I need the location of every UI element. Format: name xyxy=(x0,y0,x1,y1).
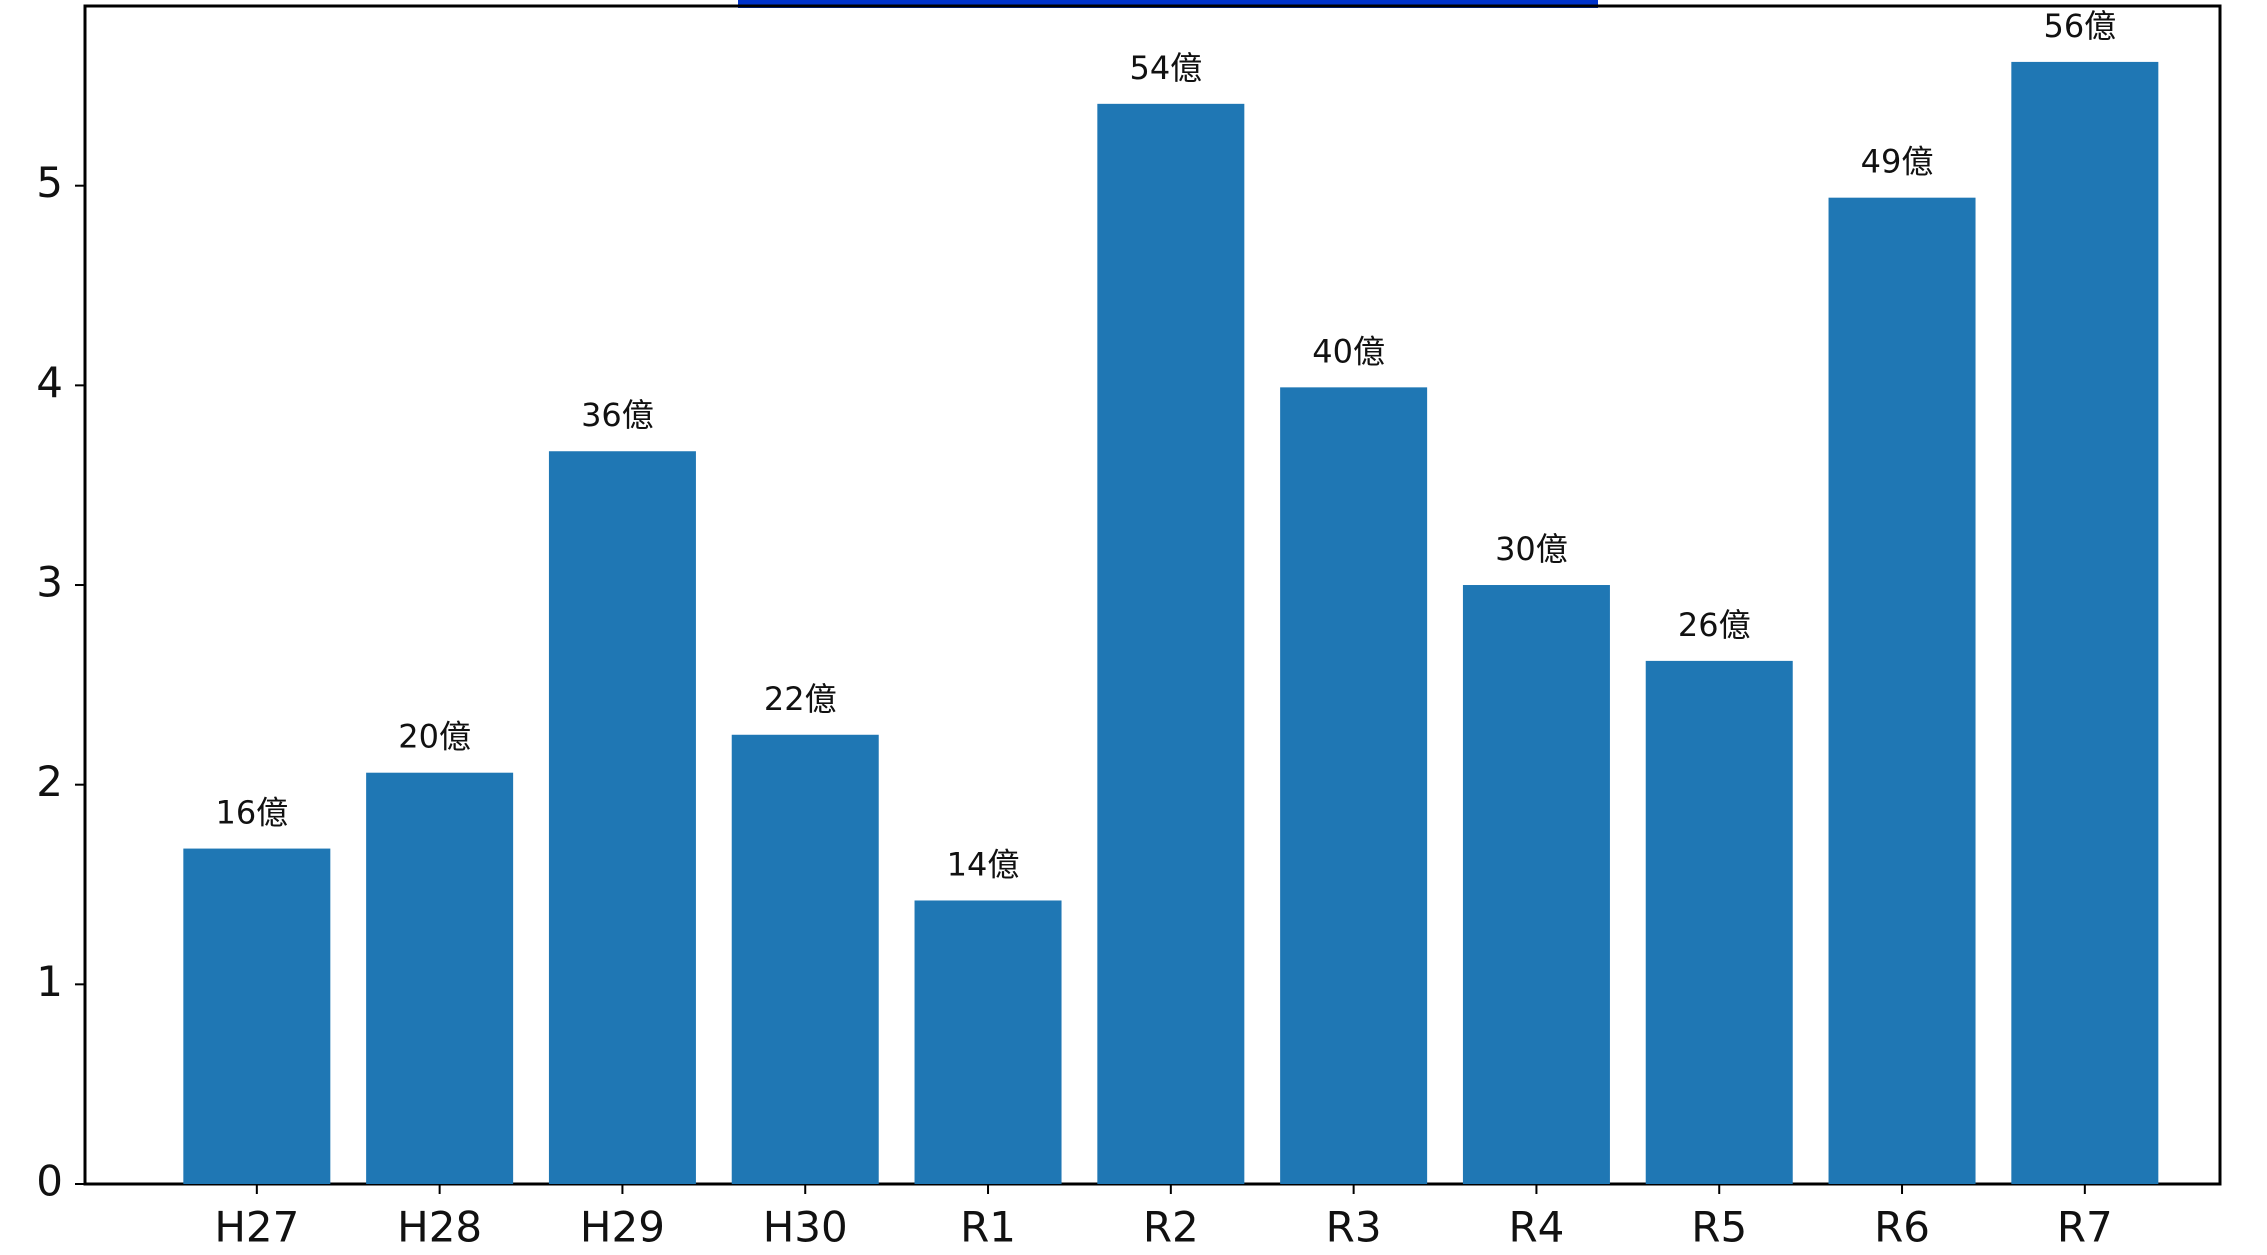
x-tick-label: R6 xyxy=(1874,1203,1930,1252)
y-tick-label: 5 xyxy=(36,158,63,207)
value-label: 40億 xyxy=(1312,332,1385,370)
value-label: 30億 xyxy=(1495,530,1568,568)
bar xyxy=(1462,585,1610,1184)
header-strip xyxy=(738,0,1598,8)
x-tick-label: R7 xyxy=(2057,1203,2113,1252)
value-label: 20億 xyxy=(398,718,471,756)
value-label: 36億 xyxy=(581,396,654,434)
y-tick-label: 1 xyxy=(36,957,63,1006)
value-label: 54億 xyxy=(1129,49,1202,87)
y-tick-label: 2 xyxy=(36,757,63,806)
x-tick-label: R4 xyxy=(1508,1203,1564,1252)
value-label: 22億 xyxy=(764,680,837,718)
x-tick-label: R1 xyxy=(960,1203,1016,1252)
value-label: 49億 xyxy=(1861,143,1934,181)
bar xyxy=(183,848,331,1184)
value-label: 26億 xyxy=(1678,606,1751,644)
value-label: 56億 xyxy=(2043,7,2116,45)
bar xyxy=(548,451,696,1184)
x-tick-label: R5 xyxy=(1691,1203,1747,1252)
x-tick-label: H27 xyxy=(214,1203,299,1252)
x-tick-label: H30 xyxy=(763,1203,848,1252)
y-tick-label: 4 xyxy=(36,358,63,407)
x-tick-label: H28 xyxy=(397,1203,482,1252)
bar xyxy=(366,772,514,1184)
bar xyxy=(1280,387,1428,1184)
bar xyxy=(914,900,1062,1184)
x-tick-label: R2 xyxy=(1143,1203,1199,1252)
bar xyxy=(1097,103,1245,1185)
y-tick-label: 3 xyxy=(36,558,63,607)
value-label: 16億 xyxy=(215,794,288,832)
bar xyxy=(2011,61,2159,1185)
x-tick-label: R3 xyxy=(1326,1203,1382,1252)
bar xyxy=(1645,660,1793,1184)
x-tick-label: H29 xyxy=(580,1203,665,1252)
bar xyxy=(731,734,879,1184)
value-label: 14億 xyxy=(947,845,1020,883)
bar xyxy=(1828,197,1976,1185)
y-tick-label: 0 xyxy=(36,1157,63,1206)
